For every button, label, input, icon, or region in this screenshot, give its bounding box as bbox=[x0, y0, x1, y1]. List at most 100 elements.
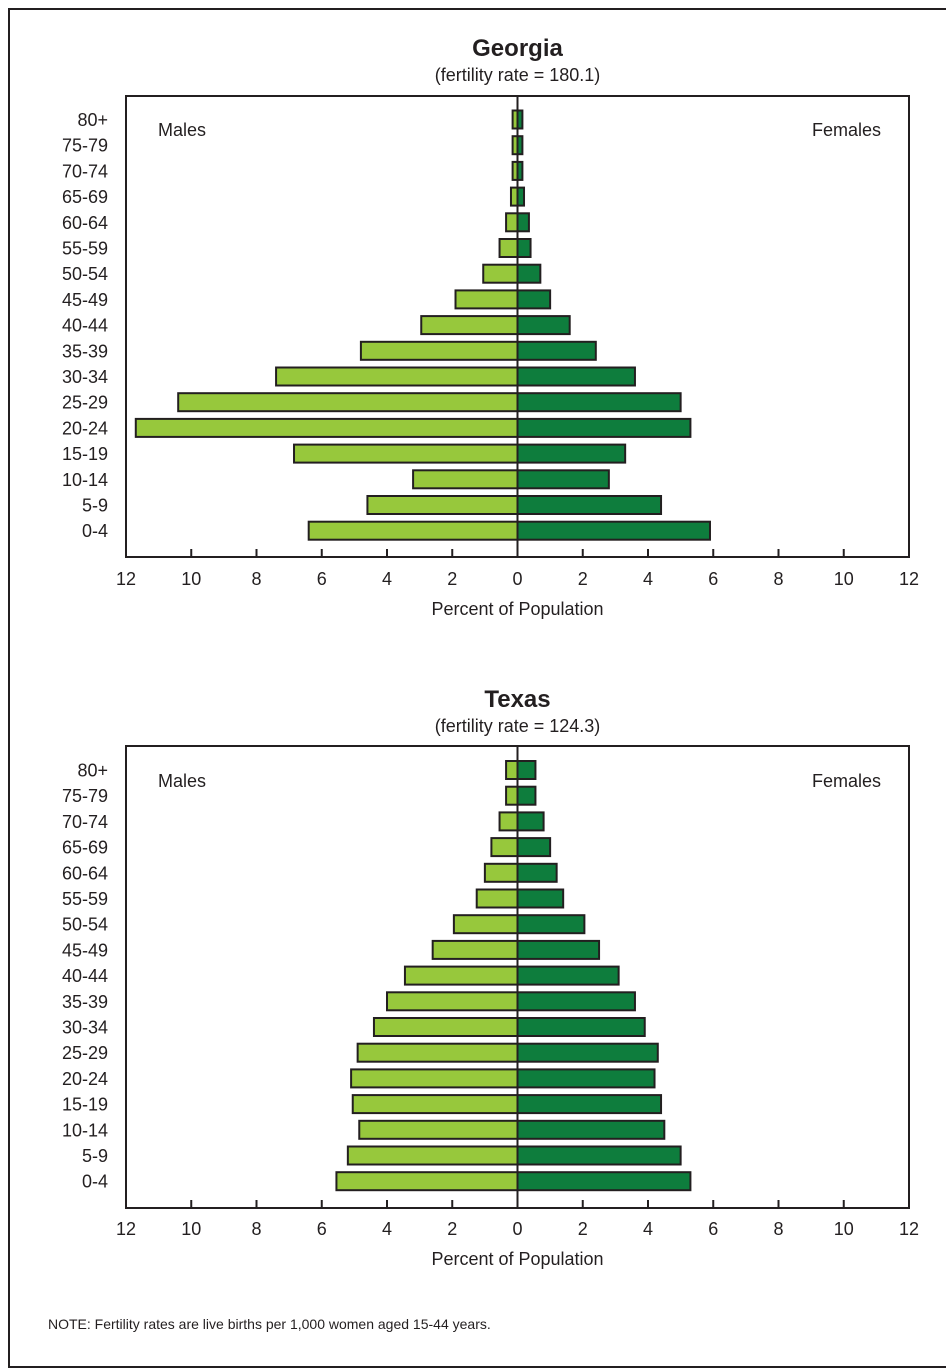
male-bar bbox=[490, 837, 519, 858]
male-bar bbox=[403, 965, 519, 986]
male-bar bbox=[275, 366, 519, 387]
x-tick-label: 4 bbox=[382, 569, 392, 589]
female-bar bbox=[516, 238, 532, 258]
age-group-label: 65-69 bbox=[62, 838, 108, 858]
male-bar bbox=[366, 495, 519, 515]
age-group-label: 20-24 bbox=[62, 418, 108, 438]
male-bar bbox=[412, 469, 519, 490]
x-tick-label: 2 bbox=[578, 1219, 588, 1239]
female-bar bbox=[516, 760, 537, 780]
female-bar bbox=[516, 469, 610, 490]
x-tick-label: 6 bbox=[708, 1219, 718, 1239]
female-bar bbox=[516, 1171, 692, 1192]
x-tick-label: 12 bbox=[899, 1219, 919, 1239]
female-bar bbox=[516, 315, 571, 336]
x-tick-label: 10 bbox=[834, 569, 854, 589]
female-bar bbox=[516, 862, 558, 883]
x-tick-label: 0 bbox=[512, 1219, 522, 1239]
age-group-label: 75-79 bbox=[62, 786, 108, 806]
female-bar bbox=[516, 443, 627, 464]
male-bar bbox=[420, 315, 519, 336]
female-bar bbox=[516, 965, 620, 986]
x-tick-label: 6 bbox=[317, 1219, 327, 1239]
age-group-label: 45-49 bbox=[62, 290, 108, 310]
age-group-label: 70-74 bbox=[62, 812, 108, 832]
male-bar bbox=[307, 520, 519, 541]
age-group-label: 15-19 bbox=[62, 444, 108, 464]
age-group-label: 50-54 bbox=[62, 264, 108, 284]
female-bar bbox=[516, 888, 565, 909]
female-bar bbox=[516, 366, 636, 387]
age-group-label: 80+ bbox=[77, 110, 108, 130]
female-bar bbox=[516, 914, 586, 935]
female-bar bbox=[516, 1119, 666, 1140]
male-bar bbox=[505, 212, 519, 233]
age-group-label: 25-29 bbox=[62, 1043, 108, 1063]
male-bar bbox=[483, 862, 519, 883]
female-bar bbox=[516, 1068, 656, 1089]
age-group-label: 60-64 bbox=[62, 213, 108, 233]
age-group-label: 75-79 bbox=[62, 136, 108, 156]
male-bar bbox=[498, 811, 519, 832]
male-bar bbox=[177, 392, 519, 413]
age-group-label: 40-44 bbox=[62, 316, 108, 336]
age-group-label: 25-29 bbox=[62, 393, 108, 413]
male-bar bbox=[293, 443, 519, 464]
x-tick-label: 10 bbox=[834, 1219, 854, 1239]
age-group-label: 5-9 bbox=[82, 496, 108, 516]
age-group-label: 70-74 bbox=[62, 161, 108, 181]
male-bar bbox=[431, 939, 519, 960]
chart-georgia: Georgia (fertility rate = 180.1) Males Fema… bbox=[62, 35, 919, 619]
x-axis-label: Percent of Population bbox=[431, 599, 603, 619]
female-bar bbox=[516, 811, 545, 832]
male-bar bbox=[359, 340, 519, 361]
age-group-label: 35-39 bbox=[62, 341, 108, 361]
age-group-label: 0-4 bbox=[82, 521, 108, 541]
chart-subtitle: (fertility rate = 124.3) bbox=[435, 716, 601, 736]
female-bar bbox=[516, 289, 552, 310]
age-group-label: 15-19 bbox=[62, 1095, 108, 1115]
males-label: Males bbox=[158, 120, 206, 140]
female-bar bbox=[516, 212, 530, 233]
male-bar bbox=[482, 263, 519, 284]
x-tick-label: 8 bbox=[251, 569, 261, 589]
x-tick-label: 2 bbox=[578, 569, 588, 589]
male-bar bbox=[454, 289, 519, 310]
age-group-label: 45-49 bbox=[62, 940, 108, 960]
x-tick-label: 8 bbox=[773, 569, 783, 589]
female-bar bbox=[516, 495, 663, 515]
male-bar bbox=[356, 1042, 519, 1063]
chart-title: Georgia bbox=[472, 35, 563, 62]
male-bar bbox=[386, 991, 519, 1012]
chart-title: Texas bbox=[484, 686, 550, 713]
male-bar bbox=[505, 785, 519, 806]
male-bar bbox=[358, 1119, 519, 1140]
female-bar bbox=[516, 837, 552, 858]
age-group-label: 55-59 bbox=[62, 889, 108, 909]
male-bar bbox=[372, 1017, 519, 1037]
x-tick-label: 2 bbox=[447, 569, 457, 589]
x-tick-label: 4 bbox=[643, 1219, 653, 1239]
female-bar bbox=[516, 417, 692, 438]
age-group-label: 80+ bbox=[77, 761, 108, 781]
age-group-label: 30-34 bbox=[62, 367, 108, 387]
female-bar bbox=[516, 991, 636, 1012]
male-bar bbox=[350, 1068, 519, 1089]
females-label: Females bbox=[812, 120, 881, 140]
male-bar bbox=[351, 1094, 519, 1115]
male-bar bbox=[475, 888, 519, 909]
chart-texas: Texas (fertility rate = 124.3) Males Female… bbox=[62, 686, 919, 1269]
x-tick-label: 10 bbox=[181, 1219, 201, 1239]
x-tick-label: 4 bbox=[382, 1219, 392, 1239]
x-tick-label: 6 bbox=[317, 569, 327, 589]
male-bar bbox=[452, 914, 519, 935]
female-bar bbox=[516, 1094, 663, 1115]
age-group-label: 65-69 bbox=[62, 187, 108, 207]
female-bar bbox=[516, 1145, 682, 1166]
chart-subtitle: (fertility rate = 180.1) bbox=[435, 65, 601, 85]
age-group-label: 55-59 bbox=[62, 239, 108, 259]
x-tick-label: 12 bbox=[116, 1219, 136, 1239]
age-group-label: 5-9 bbox=[82, 1146, 108, 1166]
male-bar bbox=[346, 1145, 519, 1166]
